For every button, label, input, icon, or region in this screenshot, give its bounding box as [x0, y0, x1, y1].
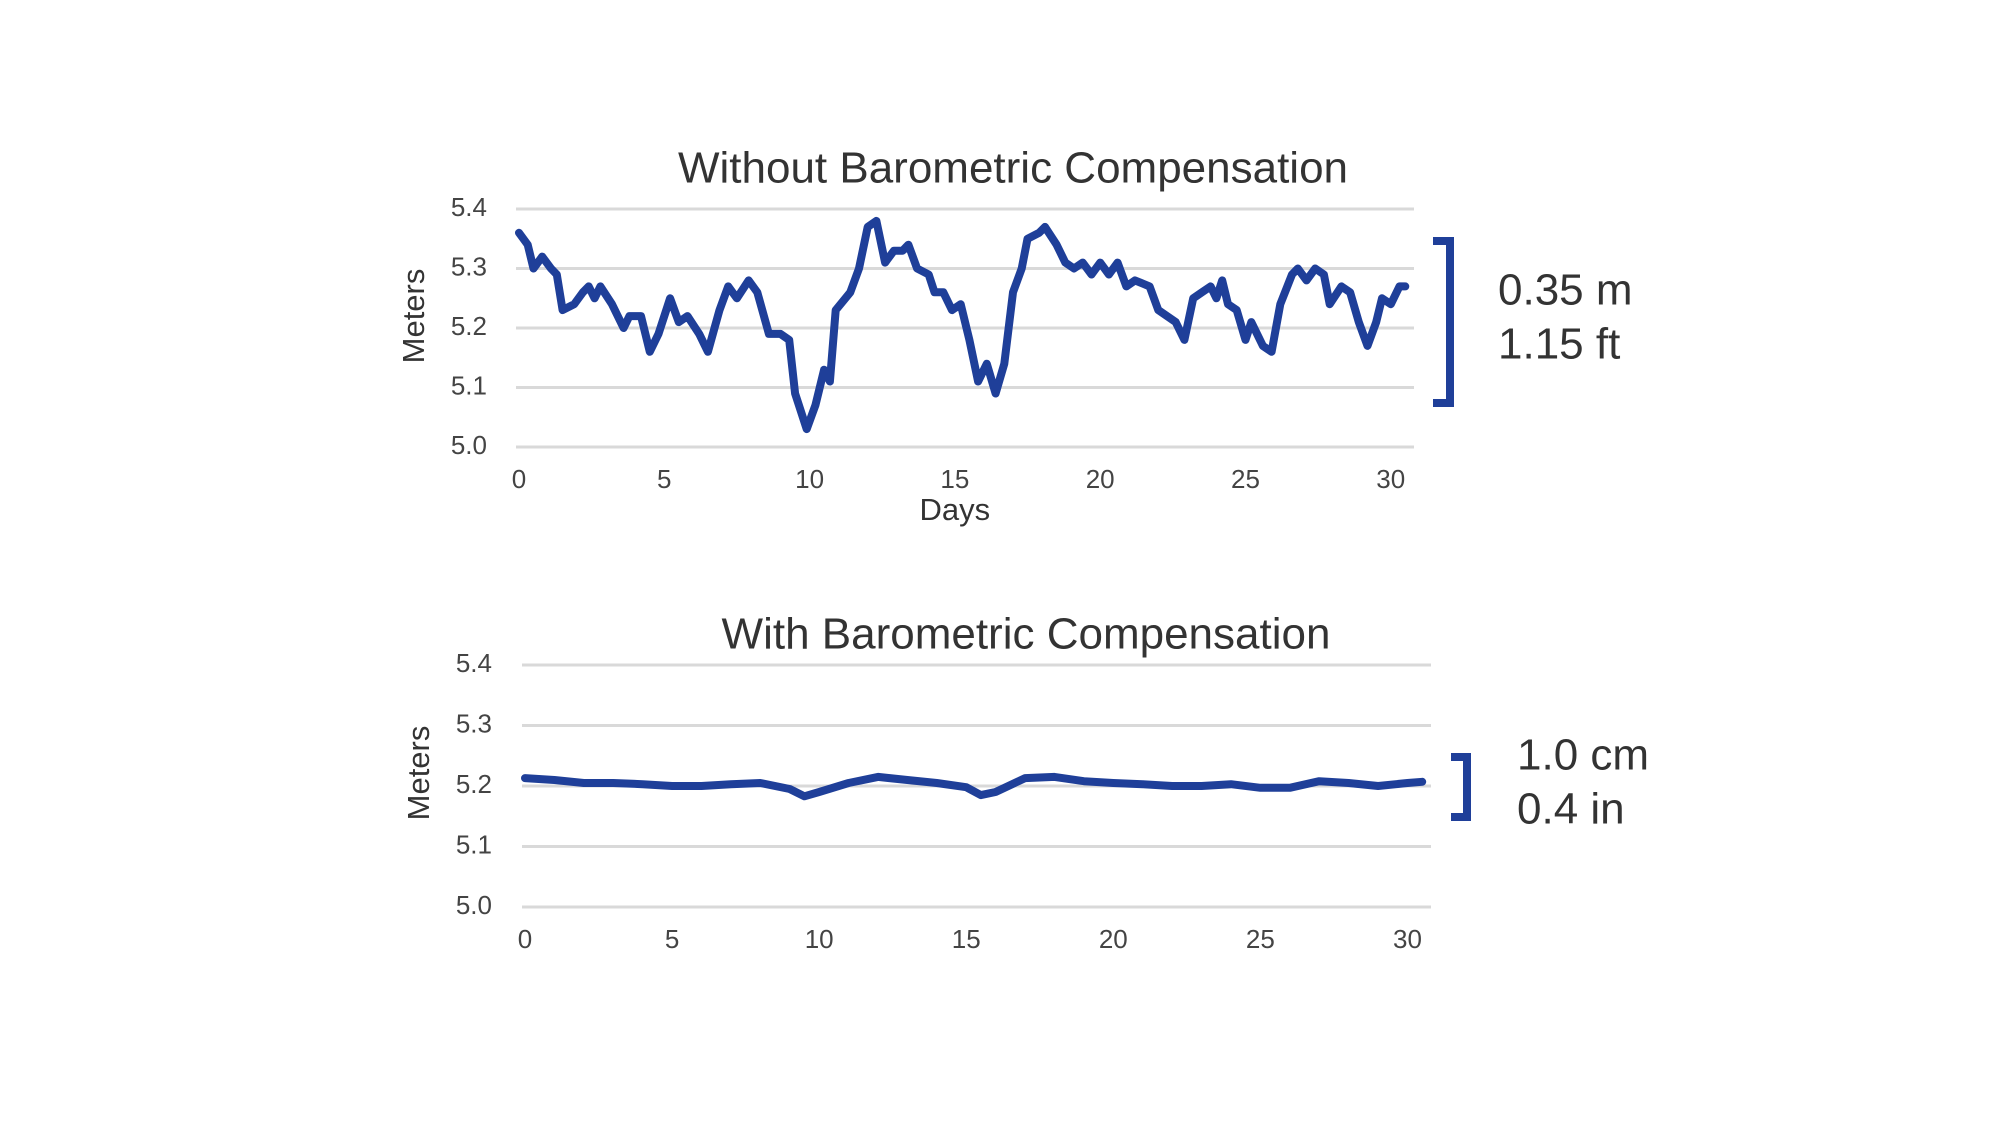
y-tick-label: 5.0: [456, 890, 492, 920]
y-axis-label: Meters: [396, 269, 431, 364]
range-bracket: [1433, 237, 1454, 407]
x-tick-label: 0: [518, 924, 532, 954]
y-tick-label: 5.3: [456, 708, 492, 738]
y-tick-label: 5.2: [456, 769, 492, 799]
x-tick-label: 20: [1086, 464, 1115, 494]
y-tick-label: 5.3: [451, 251, 487, 281]
range-bracket: [1451, 753, 1471, 821]
y-axis-label: Meters: [401, 726, 436, 821]
data-line: [515, 216, 1410, 434]
y-tick-label: 5.1: [456, 829, 492, 859]
range-annotation: 1.0 cm: [1517, 731, 1649, 780]
x-tick-label: 0: [512, 464, 526, 494]
x-tick-label: 10: [795, 464, 824, 494]
x-tick-label: 25: [1231, 464, 1260, 494]
x-tick-label: 30: [1393, 924, 1422, 954]
x-tick-label: 30: [1376, 464, 1405, 494]
x-tick-label: 20: [1099, 924, 1128, 954]
range-annotation: 0.4 in: [1517, 785, 1625, 834]
y-tick-label: 5.4: [456, 648, 492, 678]
y-tick-label: 5.4: [451, 192, 487, 222]
range-annotation: 0.35 m: [1498, 266, 1633, 315]
y-tick-label: 5.2: [451, 311, 487, 341]
x-tick-label: 25: [1246, 924, 1275, 954]
x-tick-label: 15: [940, 464, 969, 494]
y-tick-label: 5.0: [451, 430, 487, 460]
x-tick-label: 15: [952, 924, 981, 954]
x-tick-label: 5: [657, 464, 671, 494]
chart-title: With Barometric Compensation: [722, 610, 1331, 659]
x-axis-label: Days: [920, 492, 991, 527]
x-tick-label: 10: [805, 924, 834, 954]
x-tick-label: 5: [665, 924, 679, 954]
data-line: [521, 772, 1427, 801]
y-tick-label: 5.1: [451, 370, 487, 400]
range-annotation: 1.15 ft: [1498, 320, 1620, 369]
chart-title: Without Barometric Compensation: [678, 144, 1348, 193]
